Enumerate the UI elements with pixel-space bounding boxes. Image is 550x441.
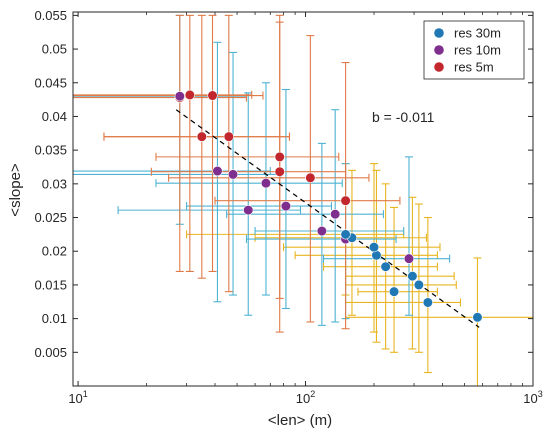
error-bar bbox=[254, 169, 427, 316]
legend-label: res 5m bbox=[454, 60, 494, 75]
error-bar bbox=[73, 14, 248, 225]
data-point bbox=[403, 253, 415, 264]
error-bar bbox=[226, 109, 384, 323]
y-tick-label: 0.005 bbox=[34, 345, 67, 360]
error-bar bbox=[117, 92, 302, 316]
error-bar bbox=[73, 14, 253, 272]
error-bar bbox=[186, 88, 333, 310]
data-point bbox=[280, 200, 292, 212]
y-tick-label: 0.02 bbox=[42, 244, 67, 259]
data-point bbox=[223, 131, 234, 142]
slope-annotation: b = -0.011 bbox=[372, 109, 435, 125]
y-tick-label: 0.015 bbox=[34, 277, 67, 292]
error-bar bbox=[345, 196, 455, 350]
data-point bbox=[340, 229, 351, 240]
data-points bbox=[174, 89, 483, 323]
y-tick-label: 0.01 bbox=[42, 311, 67, 326]
fit-line bbox=[175, 109, 480, 328]
legend-label: res 30m bbox=[454, 26, 501, 41]
data-point bbox=[207, 90, 218, 101]
error-bar bbox=[322, 183, 438, 350]
error-bar bbox=[357, 206, 438, 353]
data-point bbox=[388, 286, 400, 297]
error-bar bbox=[345, 203, 457, 353]
x-axis-title: <len> (m) bbox=[268, 412, 332, 429]
data-point bbox=[422, 297, 433, 308]
data-point bbox=[174, 91, 185, 102]
x-tick-label: 103 bbox=[523, 389, 542, 406]
data-point bbox=[212, 165, 223, 177]
data-point bbox=[260, 178, 272, 189]
y-tick-label: 0.03 bbox=[42, 176, 67, 191]
y-tick-label: 0.035 bbox=[34, 143, 67, 158]
y-tick-label: 0.045 bbox=[34, 75, 67, 90]
y-tick-label: 0.025 bbox=[34, 210, 67, 225]
error-bar bbox=[214, 61, 401, 330]
data-point bbox=[316, 225, 327, 237]
data-point bbox=[305, 172, 316, 183]
data-point bbox=[274, 166, 285, 177]
y-tick-label: 0.04 bbox=[42, 109, 67, 124]
annotation-group: b = -0.011 bbox=[372, 109, 435, 125]
x-tick-label: 102 bbox=[296, 389, 315, 406]
error-bar bbox=[103, 14, 291, 293]
data-point bbox=[380, 261, 391, 272]
axis-titles: <len> (m) <slope> bbox=[7, 163, 332, 429]
data-point bbox=[413, 279, 424, 291]
legend-marker bbox=[434, 45, 444, 55]
data-point bbox=[407, 271, 418, 282]
axes: 0.005 0.01 0.015 0.02 0.025 0.03 0.035 0.04 0.04… bbox=[34, 8, 542, 406]
error-bar bbox=[73, 14, 264, 272]
legend-label: res 10m bbox=[454, 43, 501, 58]
fit-line-group bbox=[175, 109, 480, 328]
error-bar bbox=[155, 14, 340, 299]
x-tick-label: 101 bbox=[68, 389, 87, 406]
data-point bbox=[368, 242, 380, 253]
data-point bbox=[196, 131, 207, 142]
y-tick-label: 0.05 bbox=[42, 42, 67, 57]
data-point bbox=[340, 195, 351, 206]
error-bar bbox=[168, 35, 370, 323]
data-point bbox=[330, 209, 341, 220]
plot-frame bbox=[72, 11, 534, 387]
y-tick-label: 0.055 bbox=[34, 8, 67, 23]
error-bar bbox=[155, 82, 343, 296]
legend-marker bbox=[434, 62, 444, 72]
error-bar bbox=[73, 14, 248, 272]
data-point bbox=[184, 89, 195, 100]
error-bar bbox=[294, 169, 438, 343]
legend: res 30m res 10m res 5m bbox=[423, 20, 525, 80]
error-bar bbox=[345, 216, 462, 374]
data-point bbox=[274, 151, 285, 162]
y-axis-title: <slope> bbox=[7, 163, 24, 217]
error-bar bbox=[73, 51, 282, 296]
data-point bbox=[472, 312, 483, 323]
error-bar bbox=[322, 156, 451, 316]
error-bar bbox=[282, 163, 441, 333]
data-point bbox=[227, 169, 239, 180]
legend-marker bbox=[434, 28, 444, 38]
data-point bbox=[243, 205, 254, 216]
